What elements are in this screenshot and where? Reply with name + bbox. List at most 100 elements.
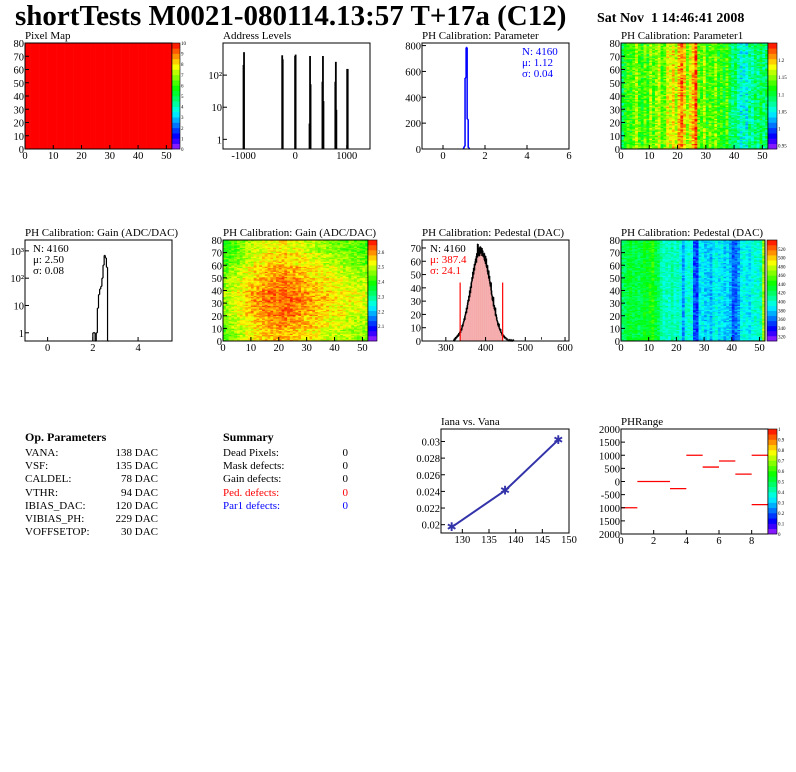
heatmap-cell — [683, 143, 687, 146]
heatmap-cell — [714, 50, 718, 53]
heatmap-cell — [669, 121, 673, 123]
heatmap-cell — [671, 102, 676, 105]
heatmap-cell — [640, 110, 644, 113]
heatmap-cell — [660, 84, 664, 86]
heatmap-cell — [748, 121, 752, 123]
heatmap-cell — [674, 118, 678, 121]
heatmap-cell — [736, 101, 741, 103]
heatmap-cell — [629, 68, 633, 70]
heatmap-cell — [666, 62, 670, 65]
heatmap-cell — [697, 45, 701, 48]
heatmap-cell — [239, 289, 243, 291]
heatmap-cell — [748, 97, 752, 99]
heatmap-cell — [621, 76, 625, 78]
heatmap-cell — [739, 50, 743, 53]
heatmap-column — [166, 43, 170, 149]
heatmap-cell — [708, 94, 712, 97]
heatmap-cell — [759, 65, 763, 68]
heatmap-cell — [626, 68, 630, 70]
heatmap-cell — [728, 68, 732, 70]
heatmap-cell — [683, 99, 687, 102]
heatmap-cell — [236, 328, 241, 330]
heatmap-cell — [711, 50, 715, 53]
heatmap-cell — [708, 107, 712, 110]
heatmap-cell — [643, 93, 647, 95]
heatmap-cell — [654, 96, 659, 98]
heatmap-cell — [697, 122, 701, 125]
heatmap-cell — [671, 92, 676, 94]
heatmap-cell — [762, 113, 766, 115]
heatmap-cell — [739, 89, 743, 91]
heatmap-cell — [225, 325, 229, 328]
heatmap-cell — [719, 126, 724, 129]
heatmap-cell — [234, 280, 238, 282]
heatmap-cell — [742, 133, 746, 135]
heatmap-cell — [635, 106, 639, 109]
heatmap-cell — [745, 43, 749, 45]
heatmap-cell — [742, 143, 746, 146]
heatmap-cell — [686, 138, 690, 141]
heatmap-cell — [745, 113, 749, 115]
heatmap-cell — [753, 125, 757, 127]
heatmap-cell — [680, 97, 684, 99]
heatmap-cell — [671, 54, 676, 57]
heatmap-cell — [725, 53, 729, 56]
heatmap-cell — [691, 117, 695, 119]
heatmap-cell — [753, 131, 757, 134]
heatmap-cell — [717, 74, 721, 77]
heatmap-cell — [635, 119, 639, 122]
heatmap-cell — [700, 138, 704, 141]
heatmap-cell — [756, 138, 760, 141]
heatmap-cell — [694, 86, 698, 89]
heatmap-cell — [736, 146, 741, 148]
heatmap-cell — [739, 64, 743, 66]
heatmap-cell — [646, 129, 650, 131]
heatmap-cell — [736, 46, 741, 49]
heatmap-cell — [680, 113, 684, 115]
heatmap-cell — [231, 338, 235, 341]
heatmap-cell — [722, 85, 726, 88]
heatmap-cell — [663, 139, 667, 142]
heatmap-cell — [623, 73, 627, 76]
heatmap-cell — [686, 133, 690, 135]
heatmap-cell — [680, 111, 684, 114]
heatmap-cell — [688, 78, 692, 81]
heatmap-cell — [697, 143, 701, 146]
heatmap-cell — [660, 117, 664, 119]
heatmap-cell — [660, 119, 664, 122]
heatmap-cell — [671, 118, 676, 121]
heatmap-cell — [688, 62, 692, 65]
heatmap-cell — [694, 76, 698, 78]
heatmap-cell — [239, 299, 243, 301]
heatmap-cell — [700, 134, 704, 137]
heatmap-cell — [626, 81, 630, 84]
heatmap-cell — [748, 98, 752, 101]
heatmap-cell — [632, 52, 636, 54]
heatmap-cell — [677, 49, 681, 52]
heatmap-cell — [719, 114, 724, 117]
heatmap-cell — [236, 247, 241, 250]
palette-tick-label: 9 — [181, 53, 184, 58]
heatmap-cell — [717, 135, 721, 138]
heatmap-cell — [234, 267, 238, 270]
heatmap-cell — [640, 77, 644, 80]
heatmap-cell — [734, 66, 738, 69]
heatmap-cell — [646, 101, 650, 103]
heatmap-cell — [231, 251, 235, 253]
heatmap-cell — [756, 62, 760, 65]
heatmap-cell — [225, 304, 229, 306]
heatmap-cell — [725, 61, 729, 64]
heatmap-cell — [753, 78, 757, 81]
heatmap-cell — [711, 77, 715, 80]
heatmap-cell — [228, 276, 232, 279]
heatmap-cell — [643, 72, 647, 74]
heatmap-cell — [717, 119, 721, 122]
heatmap-cell — [228, 335, 232, 338]
heatmap-cell — [225, 255, 229, 257]
heatmap-cell — [702, 57, 707, 60]
heatmap-cell — [231, 289, 235, 291]
heatmap-cell — [745, 52, 749, 54]
heatmap-cell — [236, 285, 241, 288]
heatmap-cell — [657, 117, 661, 119]
heatmap-cell — [626, 127, 630, 130]
